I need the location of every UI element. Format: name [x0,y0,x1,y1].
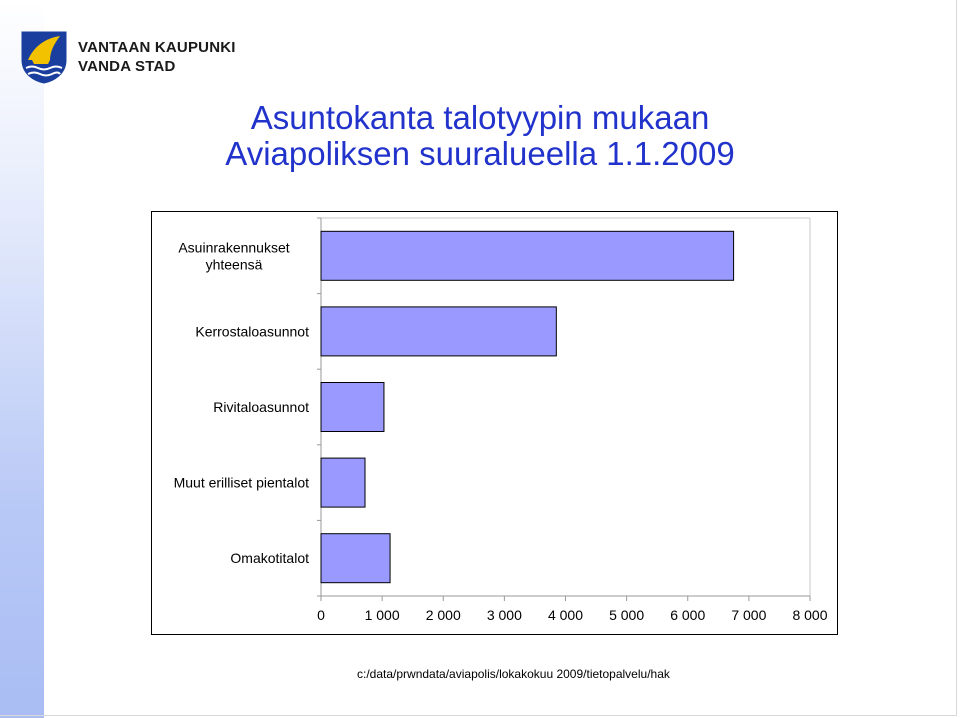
x-tick-label: 7 000 [731,607,766,623]
title-line-2: Aviapoliksen suuralueella 1.1.2009 [225,135,735,172]
slide-title: Asuntokanta talotyypin mukaan Aviapoliks… [0,100,960,172]
category-label: Rivitaloasunnot [213,399,309,415]
x-tick-label: 0 [317,607,325,623]
left-decorative-band [0,0,44,718]
title-line-1: Asuntokanta talotyypin mukaan [250,99,710,136]
x-tick-label: 4 000 [548,607,583,623]
x-tick-label: 5 000 [609,607,644,623]
organization-name: VANTAAN KAUPUNKI VANDA STAD [78,38,236,76]
x-tick-label: 2 000 [426,607,461,623]
bar-2 [320,382,385,432]
category-label: Kerrostaloasunnot [195,323,309,339]
bar-1 [320,306,557,357]
category-label: Muut erilliset pientalot [174,475,310,491]
bar-4 [320,533,391,584]
category-label: Omakotitalot [230,550,309,566]
bar-chart: 0 1 000 2 000 3 000 4 000 5 000 6 000 7 000 8 00… [174,217,828,623]
org-name-sv: VANDA STAD [78,58,176,75]
x-tick-label: 3 000 [487,607,522,623]
x-tick-label: 8 000 [792,607,827,623]
org-name-fi: VANTAAN KAUPUNKI [78,39,236,56]
bar-3 [320,457,366,508]
category-label: yhteensä [206,256,263,272]
vantaa-coat-of-arms-icon [20,30,68,84]
chart-frame: 0 1 000 2 000 3 000 4 000 5 000 6 000 7 000 8 00… [151,211,838,635]
footer-file-path: c:/data/prwndata/aviapolis/lokakokuu 200… [357,667,670,681]
category-label: Asuinrakennukset [178,239,289,255]
x-tick-label: 6 000 [670,607,705,623]
bar-0 [320,230,735,281]
x-tick-label: 1 000 [365,607,400,623]
